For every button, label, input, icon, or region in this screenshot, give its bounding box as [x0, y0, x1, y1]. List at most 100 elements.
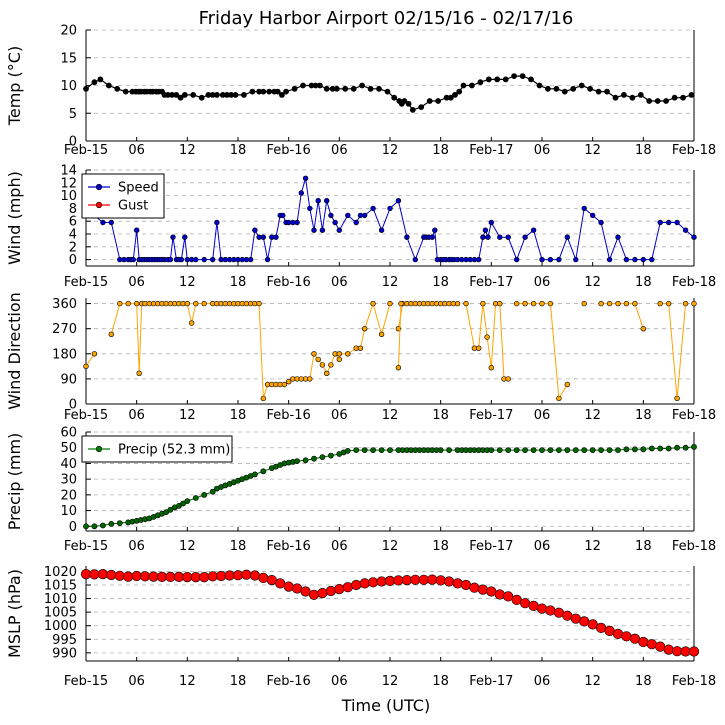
data-point: [581, 447, 588, 453]
data-point: [572, 447, 579, 453]
x-tick-label: 06: [331, 539, 348, 554]
data-point: [201, 491, 208, 498]
data-point: [91, 351, 98, 357]
x-tick-label: 18: [230, 275, 247, 290]
data-point: [437, 447, 444, 453]
data-point: [632, 446, 638, 453]
data-point: [328, 212, 334, 219]
data-point: [519, 598, 531, 609]
data-point: [556, 395, 562, 402]
y-tick-label: 20: [60, 488, 77, 503]
data-point: [621, 92, 627, 98]
data-point: [587, 85, 593, 92]
data-point: [193, 300, 199, 307]
data-point: [114, 570, 125, 581]
data-point: [260, 395, 266, 402]
data-point: [83, 363, 89, 369]
data-point: [427, 574, 438, 585]
x-tick-label: Feb-17: [469, 143, 513, 158]
x-tick-label: 18: [432, 275, 449, 290]
x-tick-label: Feb-18: [672, 674, 716, 689]
data-point: [665, 300, 672, 307]
x-tick-label: 06: [331, 674, 348, 689]
data-point: [308, 589, 320, 600]
y-tick-label: 995: [52, 633, 77, 648]
y-tick-label: 0: [69, 135, 77, 150]
data-point: [435, 575, 446, 586]
data-point: [292, 583, 303, 594]
data-point: [324, 198, 330, 204]
data-point: [674, 395, 680, 402]
data-point: [260, 234, 266, 240]
y-tick-label: 1000: [44, 619, 77, 634]
data-point: [469, 582, 480, 593]
y-axis-label: Wind Direction: [5, 292, 24, 410]
data-point: [682, 300, 689, 307]
data-point: [530, 227, 537, 233]
legend-swatch-marker: [95, 445, 103, 453]
data-point: [307, 205, 313, 212]
data-point: [632, 300, 638, 307]
legend-swatch-marker: [95, 201, 103, 209]
x-tick-label: 12: [179, 143, 196, 158]
y-tick-label: 30: [60, 473, 77, 488]
data-point: [598, 447, 604, 453]
x-tick-label: 12: [584, 674, 601, 689]
data-point: [280, 212, 286, 219]
data-point: [361, 447, 368, 453]
y-tick-label: 990: [52, 646, 77, 661]
series-wdir-0: [83, 300, 697, 402]
x-tick-label: 06: [128, 275, 145, 290]
x-tick-label: 06: [331, 143, 348, 158]
y-tick-label: 2: [69, 240, 77, 255]
data-point: [359, 82, 365, 89]
data-point: [97, 568, 108, 580]
data-point: [564, 381, 570, 388]
data-point: [545, 605, 556, 616]
data-point: [241, 569, 252, 580]
data-point: [395, 365, 402, 371]
data-point: [106, 569, 117, 581]
data-point: [376, 85, 382, 92]
data-point: [691, 443, 697, 450]
data-point: [384, 88, 391, 95]
data-point: [432, 227, 438, 233]
data-point: [182, 571, 193, 583]
data-point: [488, 219, 494, 226]
data-point: [561, 88, 568, 95]
y-tick-label: 12: [60, 176, 77, 191]
data-point: [378, 331, 385, 337]
data-point: [213, 92, 220, 98]
data-point: [324, 370, 330, 376]
data-point: [108, 219, 115, 226]
x-tick-label: 18: [230, 539, 247, 554]
y-tick-label: 1020: [44, 565, 77, 580]
data-point: [505, 376, 511, 382]
data-point: [286, 379, 292, 385]
data-point: [654, 98, 661, 104]
data-point: [350, 85, 357, 92]
data-point: [480, 234, 486, 240]
data-point: [353, 219, 359, 226]
data-point: [682, 444, 689, 451]
data-point: [460, 82, 467, 89]
legend-label: Gust: [118, 199, 148, 214]
data-point: [210, 256, 216, 263]
data-point: [612, 94, 619, 101]
y-tick-label: 270: [52, 322, 77, 337]
data-point: [497, 300, 503, 307]
data-point: [193, 256, 199, 263]
data-point: [333, 85, 340, 92]
data-point: [170, 234, 176, 240]
x-tick-label: 06: [534, 143, 551, 158]
data-point: [606, 447, 613, 453]
data-point: [595, 88, 602, 95]
data-point: [387, 447, 393, 453]
series-line: [660, 303, 687, 399]
x-tick-label: 12: [584, 275, 601, 290]
data-point: [429, 234, 435, 240]
data-point: [311, 227, 317, 233]
data-point: [323, 85, 330, 92]
data-point: [275, 578, 286, 589]
data-point: [606, 300, 613, 307]
